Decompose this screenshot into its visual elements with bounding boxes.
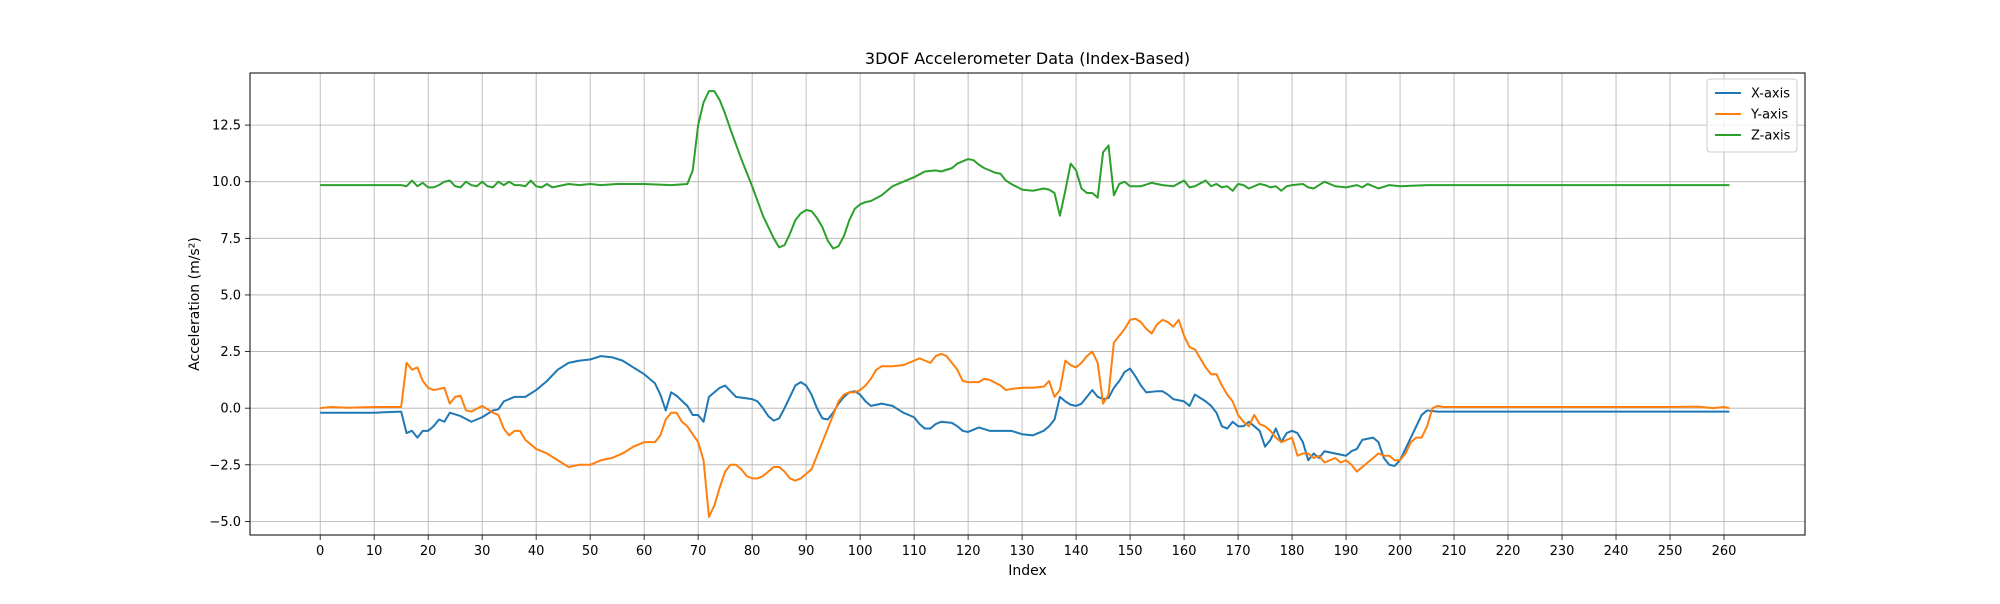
legend-box — [1706, 78, 1798, 153]
y-tick-label: 5.0 — [220, 288, 241, 303]
x-tick-label: 10 — [366, 544, 383, 559]
y-tick-label: 10.0 — [212, 175, 241, 190]
plot-frame — [249, 72, 1806, 536]
x-tick-label: 90 — [798, 544, 815, 559]
grid-layer — [250, 73, 1805, 535]
series-line-y-axis — [320, 317, 1730, 518]
x-tick-label: 70 — [690, 544, 707, 559]
x-tick-label: 150 — [1118, 544, 1143, 559]
x-tick-label: 180 — [1280, 544, 1305, 559]
x-tick-label: 80 — [744, 544, 761, 559]
x-tick-label: 20 — [420, 544, 437, 559]
y-axis-label: Acceleration (m/s²) — [187, 237, 203, 371]
x-tick-label: 240 — [1604, 544, 1629, 559]
x-axis-label: Index — [1008, 563, 1047, 579]
x-tick-label: 200 — [1388, 544, 1413, 559]
x-tick-label: 170 — [1226, 544, 1251, 559]
x-tick-label: 60 — [636, 544, 653, 559]
x-tick-label: 260 — [1712, 544, 1737, 559]
y-tick-label: −2.5 — [209, 458, 241, 473]
x-tick-label: 160 — [1172, 544, 1197, 559]
x-tick-label: 230 — [1550, 544, 1575, 559]
legend-label: X-axis — [1751, 87, 1790, 102]
x-tick-label: 50 — [582, 544, 599, 559]
y-axis-ticks: −5.0 −2.5 0.0 2.5 5.0 7.5 10.0 12.5 — [209, 119, 250, 530]
x-tick-label: 210 — [1442, 544, 1467, 559]
x-tick-label: 30 — [474, 544, 491, 559]
chart-title: 3DOF Accelerometer Data (Index-Based) — [865, 49, 1190, 68]
x-tick-label: 120 — [956, 544, 981, 559]
y-tick-label: 0.0 — [220, 402, 241, 417]
x-tick-label: 40 — [528, 544, 545, 559]
x-tick-label: 220 — [1496, 544, 1521, 559]
series-line-x-axis — [320, 355, 1730, 467]
x-tick-label: 0 — [316, 544, 324, 559]
legend-label: Z-axis — [1751, 129, 1791, 144]
legend-label: Y-axis — [1750, 108, 1788, 123]
x-tick-label: 140 — [1064, 544, 1089, 559]
y-tick-label: 2.5 — [220, 345, 241, 360]
x-tick-label: 190 — [1334, 544, 1359, 559]
y-tick-label: −5.0 — [209, 515, 241, 530]
x-tick-label: 250 — [1658, 544, 1683, 559]
legend: X-axis Y-axis Z-axis — [1706, 78, 1798, 153]
x-tick-label: 100 — [848, 544, 873, 559]
y-tick-label: 7.5 — [220, 232, 241, 247]
x-tick-label: 130 — [1010, 544, 1035, 559]
series-line-z-axis — [320, 90, 1730, 250]
x-axis-ticks: 0 10 20 30 40 50 60 70 80 90 100 110 120 130 140 150 160… — [316, 535, 1736, 559]
series-lines — [320, 90, 1730, 518]
y-tick-label: 12.5 — [212, 119, 241, 134]
x-tick-label: 110 — [902, 544, 927, 559]
